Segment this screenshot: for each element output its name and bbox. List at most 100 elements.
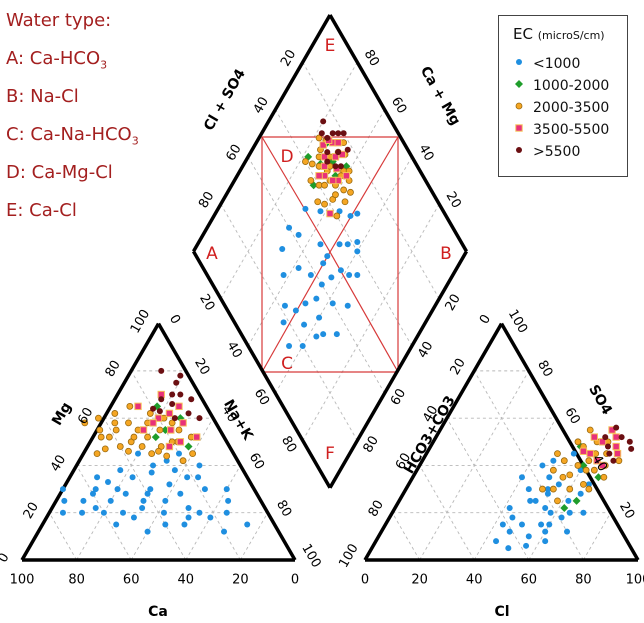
data-point: [550, 457, 557, 464]
data-point: [244, 521, 251, 528]
data-point: [320, 118, 327, 125]
zone-label-d: D: [280, 147, 293, 167]
data-point: [320, 331, 327, 338]
data-point: [317, 241, 324, 248]
data-point: [555, 481, 562, 488]
mg-tick-label: 100: [128, 307, 153, 336]
legend-entry: >5500: [513, 144, 580, 164]
data-point: [585, 457, 593, 465]
data-point: [539, 462, 546, 469]
data-point: [130, 514, 137, 521]
ca-tick-label: 0: [291, 573, 299, 588]
data-point: [613, 424, 620, 431]
data-point: [207, 514, 214, 521]
data-point: [333, 212, 341, 220]
data-point: [612, 433, 620, 441]
diamond-tick-label: 80: [361, 47, 382, 69]
data-point: [158, 367, 165, 374]
water-type-b: B: Na-Cl: [6, 86, 79, 107]
data-point: [89, 490, 96, 497]
data-point: [162, 497, 169, 504]
legend-title: EC (microS/cm): [513, 25, 605, 43]
data-point: [313, 333, 320, 340]
data-point: [626, 438, 633, 445]
data-point: [154, 414, 163, 422]
data-point: [554, 497, 561, 505]
data-point: [324, 134, 331, 141]
data-point: [286, 224, 293, 231]
data-point: [538, 521, 545, 528]
data-point: [171, 467, 178, 474]
data-point: [335, 130, 342, 137]
data-point: [542, 538, 549, 545]
data-point: [337, 163, 344, 170]
ca-tick-label: 20: [232, 573, 249, 588]
data-point: [320, 162, 329, 170]
data-point: [615, 457, 623, 465]
data-point: [177, 372, 184, 379]
data-point: [139, 426, 148, 434]
data-point: [221, 528, 228, 535]
data-point: [281, 302, 288, 309]
data-point: [163, 452, 171, 460]
data-point: [324, 149, 331, 156]
water-type-title: Water type:: [6, 10, 112, 31]
ca-tick-label: 40: [178, 573, 195, 588]
diamond-tick-label: 40: [415, 142, 436, 164]
data-point: [604, 443, 611, 450]
data-point: [544, 486, 551, 493]
data-point: [302, 205, 309, 212]
data-point: [546, 521, 553, 528]
data-point: [185, 504, 192, 511]
cl-tick-label: 80: [575, 573, 592, 588]
axis-label-cl-so4: Cl + SO4: [201, 66, 249, 133]
cation-triangle-edge: [20, 322, 161, 561]
data-point: [527, 497, 534, 504]
data-point: [354, 238, 361, 245]
data-point: [518, 474, 525, 481]
data-point: [79, 509, 86, 516]
hco3-tick-label: 40: [420, 403, 441, 425]
diamond-tick-label: 40: [251, 95, 272, 117]
data-point: [344, 241, 351, 248]
data-point: [579, 447, 588, 455]
legend-entry: <1000: [513, 56, 580, 76]
so4-tick-label: 20: [616, 500, 637, 522]
data-point: [559, 473, 567, 481]
data-point: [292, 307, 299, 314]
data-point: [525, 486, 532, 493]
data-point: [566, 485, 574, 493]
so4-tick-label: 40: [589, 453, 610, 475]
data-point: [340, 186, 348, 194]
data-point: [148, 469, 155, 476]
data-point: [96, 426, 104, 434]
data-point: [329, 176, 337, 185]
ec-legend: EC (microS/cm) <1000 1000-2000 2000-3500 35…: [498, 15, 628, 177]
data-point: [329, 130, 336, 137]
data-point: [542, 504, 549, 511]
data-point: [95, 414, 102, 422]
data-point: [333, 331, 340, 338]
data-point: [114, 486, 121, 493]
data-point: [173, 379, 180, 386]
data-point: [160, 509, 167, 516]
mg-tick-label: 60: [75, 405, 96, 427]
data-point: [280, 319, 287, 326]
data-point: [319, 141, 327, 149]
data-point: [532, 497, 539, 504]
data-point: [335, 149, 342, 156]
diamond-tick-label: 60: [388, 386, 409, 408]
data-point: [525, 533, 532, 540]
data-point: [166, 481, 173, 488]
data-point: [117, 467, 124, 474]
data-point: [341, 198, 349, 206]
data-point: [177, 391, 184, 398]
data-point: [196, 462, 203, 469]
data-point: [59, 486, 66, 493]
data-point: [147, 486, 154, 493]
data-point: [184, 474, 191, 481]
data-point: [171, 415, 178, 422]
data-point: [610, 457, 617, 464]
cl-tick-label: 20: [411, 573, 428, 588]
data-point: [332, 191, 339, 199]
